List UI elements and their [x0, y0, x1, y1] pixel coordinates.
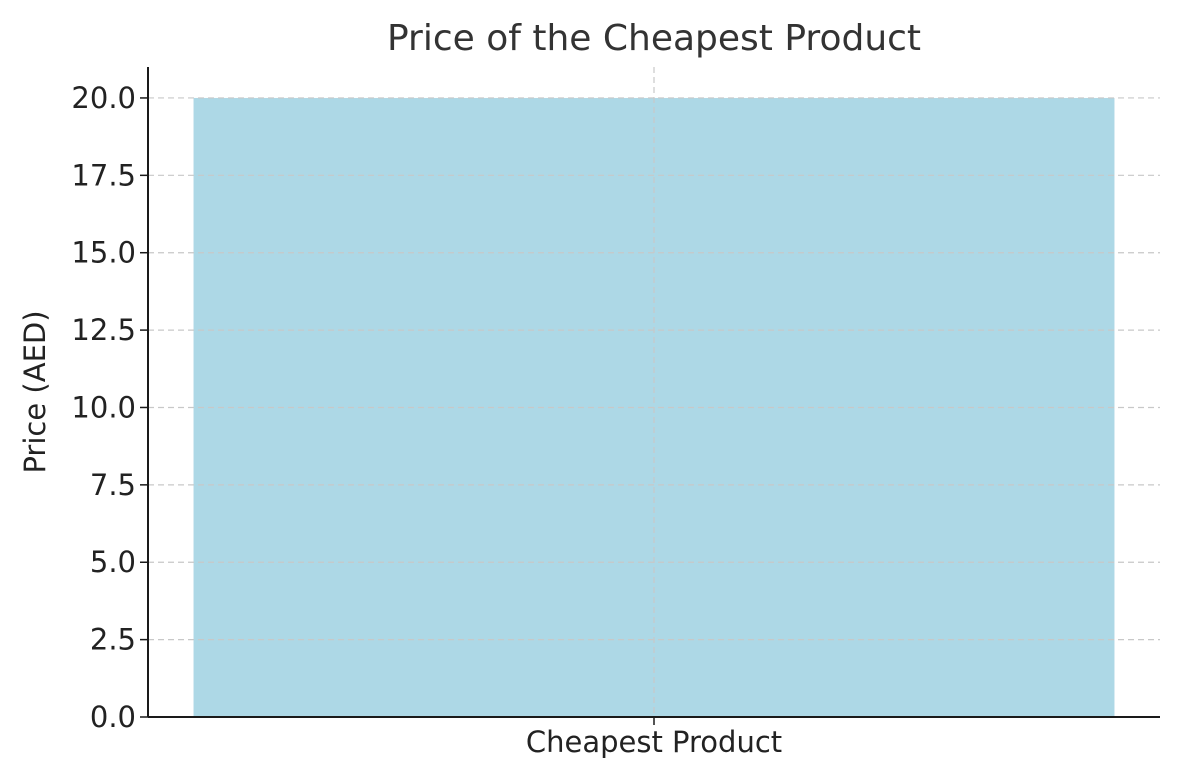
y-ticks: 0.0 2.5 5.0 7.5 10.0 12.5 15.0 17.5 20.0 — [71, 81, 148, 734]
y-tick-label: 10.0 — [71, 390, 136, 424]
y-axis-label: Price (AED) — [18, 310, 52, 473]
x-ticks: Cheapest Product — [526, 717, 782, 759]
grid-lines — [148, 67, 1160, 717]
x-tick-label: Cheapest Product — [526, 725, 782, 759]
y-tick-label: 17.5 — [71, 158, 136, 192]
y-tick-label: 0.0 — [90, 700, 136, 734]
y-tick-label: 5.0 — [90, 545, 136, 579]
y-tick-label: 20.0 — [71, 81, 136, 115]
y-tick-label: 12.5 — [71, 313, 136, 347]
chart-title: Price of the Cheapest Product — [387, 18, 921, 59]
y-tick-label: 15.0 — [71, 236, 136, 270]
y-tick-label: 7.5 — [90, 468, 136, 502]
y-tick-label: 2.5 — [90, 623, 136, 657]
